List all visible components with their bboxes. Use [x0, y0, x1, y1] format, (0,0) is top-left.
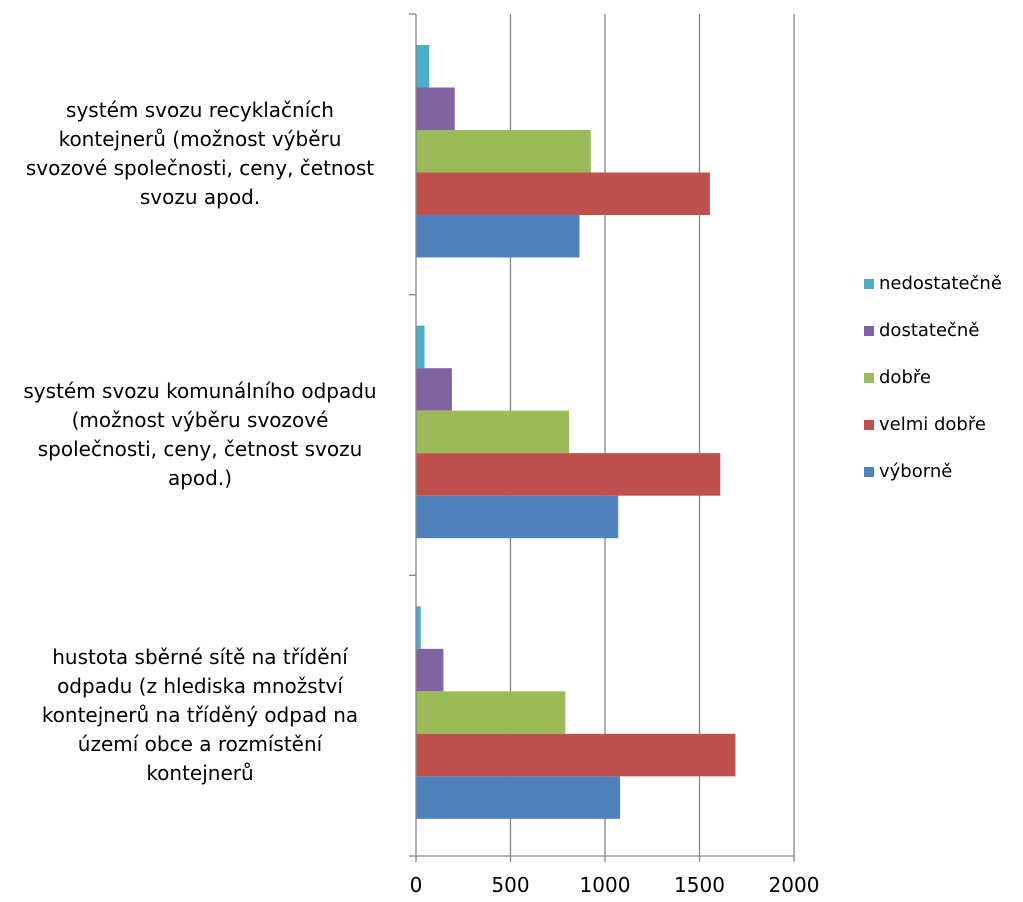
legend-swatch: [864, 466, 874, 477]
bar: [416, 691, 566, 734]
legend-item-velmi-dobre: velmi dobře: [864, 401, 1002, 448]
bar: [416, 368, 452, 411]
bar: [416, 130, 591, 173]
legend-item-dostatecne: dostatečně: [864, 307, 1002, 354]
legend-swatch: [864, 278, 874, 289]
bar: [416, 495, 619, 539]
legend: nedostatečně dostatečně dobře velmi dobř…: [864, 260, 1002, 495]
bar: [416, 606, 421, 649]
category-label-2: hustota sběrné sítě na třídění odpadu (z…: [41, 645, 359, 786]
legend-label: velmi dobře: [879, 414, 986, 435]
bar: [416, 648, 444, 692]
legend-swatch: [864, 325, 874, 336]
legend-label: dostatečně: [879, 320, 980, 341]
x-tick-label: 1500: [674, 873, 725, 897]
bar: [416, 410, 570, 454]
legend-swatch: [864, 372, 874, 383]
category-label-1: systém svozu komunálního odpadu (možnost…: [23, 379, 377, 490]
legend-item-nedostatecne: nedostatečně: [864, 260, 1002, 307]
legend-label: výborně: [879, 461, 953, 482]
legend-item-vyborne: výborně: [864, 448, 1002, 495]
category-label-0: systém svozu recyklačních kontejnerů (mo…: [25, 98, 375, 210]
x-tick-label: 2000: [769, 873, 820, 897]
bar: [416, 45, 430, 88]
x-tick-label: 500: [491, 873, 529, 897]
x-tick-label: 0: [410, 873, 423, 897]
bar: [416, 776, 621, 819]
legend-item-dobre: dobře: [864, 354, 1002, 401]
x-tick-label: 1000: [580, 873, 631, 897]
legend-label: nedostatečně: [879, 273, 1002, 294]
bar: [416, 325, 425, 369]
bar: [416, 733, 736, 777]
bar: [416, 453, 721, 496]
legend-label: dobře: [879, 367, 931, 388]
legend-swatch: [864, 419, 874, 430]
bar: [416, 215, 580, 258]
bar: [416, 172, 710, 215]
bar: [416, 87, 455, 130]
